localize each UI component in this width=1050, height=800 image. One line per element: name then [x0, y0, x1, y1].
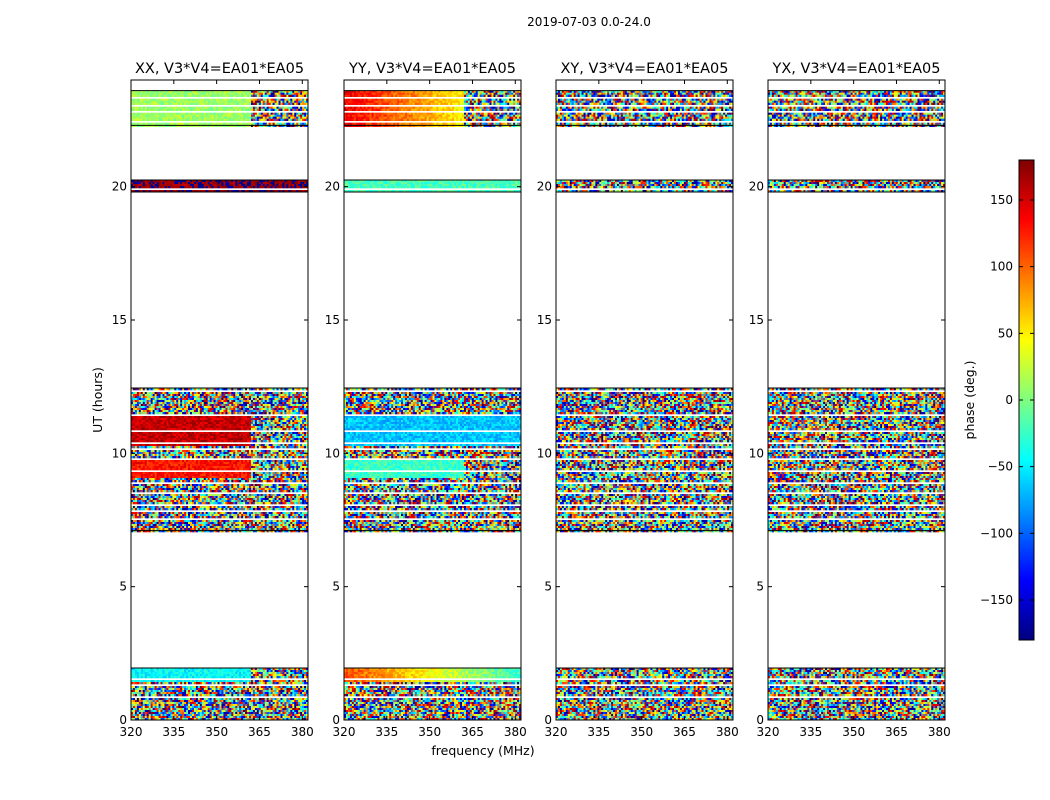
panel-frame — [343, 79, 522, 721]
y-tick-label: 15 — [325, 313, 340, 327]
heatmap-cells — [344, 90, 521, 720]
x-tick-label: 380 — [291, 725, 314, 739]
x-tick-label: 365 — [248, 725, 271, 739]
panel-0: XX, V3*V4=EA01*EA05 320 335 350 365 380 0 5 10 15… — [112, 61, 314, 739]
panel-frame — [555, 79, 734, 721]
x-tick-label: 350 — [418, 725, 441, 739]
y-tick-label: 10 — [325, 446, 340, 460]
x-tick-label: 320 — [333, 725, 356, 739]
panel-2: XY, V3*V4=EA01*EA05 320 335 350 365 380 0 5 10 15… — [537, 61, 739, 739]
x-tick-label: 380 — [928, 725, 951, 739]
panel-3: YX, V3*V4=EA01*EA05 320 335 350 365 380 0 5 10 15… — [749, 61, 951, 739]
x-tick-label: 350 — [842, 725, 865, 739]
y-tick-label: 20 — [537, 180, 552, 194]
panel-title: YX, V3*V4=EA01*EA05 — [771, 61, 940, 77]
x-axis-label: frequency (MHz) — [431, 743, 534, 758]
panel-title: XY, V3*V4=EA01*EA05 — [560, 61, 728, 77]
x-tick-label: 335 — [587, 725, 610, 739]
colorbar-tick-label: 100 — [990, 260, 1013, 274]
y-tick-label: 20 — [112, 180, 127, 194]
x-tick-label: 365 — [461, 725, 484, 739]
y-tick-label: 0 — [119, 713, 127, 727]
x-tick-label: 320 — [545, 725, 568, 739]
colorbar-tick-label: 0 — [1005, 393, 1013, 407]
x-tick-label: 365 — [885, 725, 908, 739]
x-tick-label: 320 — [757, 725, 780, 739]
x-tick-label: 335 — [375, 725, 398, 739]
y-axis-label: UT (hours) — [90, 367, 105, 433]
x-tick-label: 335 — [799, 725, 822, 739]
x-tick-label: 365 — [673, 725, 696, 739]
panel-frame — [130, 79, 309, 721]
y-tick-label: 15 — [749, 313, 764, 327]
panel-frame — [767, 79, 946, 721]
y-tick-label: 5 — [756, 580, 764, 594]
y-tick-label: 10 — [537, 446, 552, 460]
y-tick-label: 20 — [749, 180, 764, 194]
colorbar-tick-label: −100 — [980, 526, 1013, 540]
y-tick-label: 10 — [749, 446, 764, 460]
y-tick-label: 10 — [112, 446, 127, 460]
colorbar-tick-label: 50 — [998, 326, 1013, 340]
y-tick-label: 5 — [544, 580, 552, 594]
y-tick-label: 20 — [325, 180, 340, 194]
x-tick-label: 380 — [504, 725, 527, 739]
x-tick-label: 350 — [630, 725, 653, 739]
colorbar-label: phase (deg.) — [962, 361, 977, 440]
panel-1: YY, V3*V4=EA01*EA05 320 335 350 365 380 0 5 10 15… — [325, 61, 527, 739]
x-tick-label: 350 — [205, 725, 228, 739]
x-tick-label: 380 — [716, 725, 739, 739]
y-tick-label: 0 — [544, 713, 552, 727]
y-tick-label: 0 — [756, 713, 764, 727]
colorbar-tick-label: 150 — [990, 193, 1013, 207]
y-tick-label: 0 — [332, 713, 340, 727]
panel-title: XX, V3*V4=EA01*EA05 — [135, 61, 304, 77]
y-tick-label: 15 — [537, 313, 552, 327]
heatmap-cells — [768, 90, 945, 720]
heatmap-cells — [131, 90, 308, 720]
y-tick-label: 5 — [332, 580, 340, 594]
figure-suptitle: 2019-07-03 0.0-24.0 — [527, 15, 651, 29]
y-tick-label: 5 — [119, 580, 127, 594]
x-tick-label: 320 — [120, 725, 143, 739]
panel-title: YY, V3*V4=EA01*EA05 — [348, 61, 516, 77]
y-tick-label: 15 — [112, 313, 127, 327]
x-tick-label: 335 — [162, 725, 185, 739]
panels-group: XX, V3*V4=EA01*EA05 320 335 350 365 380 0 5 10 15… — [112, 61, 951, 739]
heatmap-cells — [556, 90, 733, 720]
colorbar: 150 100 50 0 −50 −100 −150 — [980, 159, 1035, 641]
colorbar-tick-label: −50 — [988, 460, 1013, 474]
colorbar-tick-label: −150 — [980, 593, 1013, 607]
